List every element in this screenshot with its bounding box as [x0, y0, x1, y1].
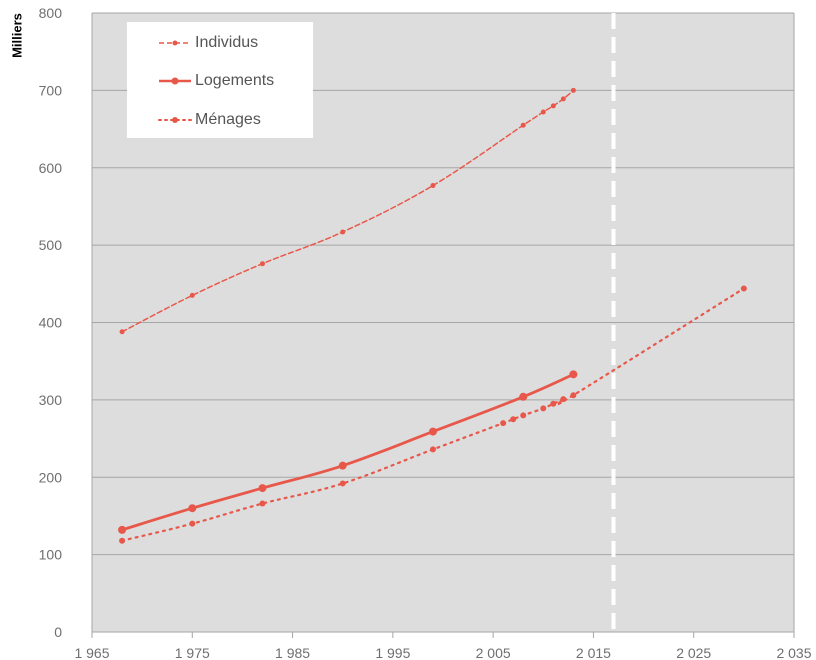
series-line [121, 89, 575, 333]
legend-swatch-individus [159, 40, 191, 46]
data-point [118, 525, 127, 534]
y-tick-label: 500 [39, 237, 63, 253]
x-tick-label: 1 995 [375, 645, 410, 660]
data-point [259, 500, 266, 507]
series-lines [118, 87, 747, 544]
data-point [259, 261, 265, 267]
y-tick-label: 400 [39, 315, 63, 331]
data-point [560, 96, 566, 102]
x-tick-label: 1 985 [275, 645, 310, 660]
legend-label-individus: Individus [195, 34, 259, 51]
data-point [540, 405, 547, 412]
y-tick-label: 700 [39, 82, 63, 98]
data-point [428, 427, 437, 436]
data-point [550, 103, 556, 109]
y-tick-label: 100 [39, 547, 63, 563]
data-point [429, 446, 436, 453]
x-tick-label: 1 975 [175, 645, 210, 660]
data-point [119, 537, 126, 544]
x-tick-label: 1 965 [74, 645, 109, 660]
y-axis-title: Milliers [9, 13, 25, 58]
y-tick-label: 800 [39, 5, 63, 21]
data-point [430, 183, 436, 189]
y-tick-label: 600 [39, 160, 63, 176]
legend-item-menages: Ménages [127, 107, 313, 133]
x-tick-labels: 1 965 1 975 1 985 1 995 2 005 2 015 2 025 2 035 [74, 645, 811, 660]
data-point [520, 412, 527, 419]
legend-label-logements: Logements [195, 72, 275, 89]
data-point [339, 480, 346, 487]
gridlines [92, 12, 794, 556]
data-point [520, 122, 526, 128]
data-point [510, 416, 517, 423]
legend-swatch-logements [159, 77, 191, 85]
data-point [188, 504, 197, 513]
y-tick-label: 200 [39, 469, 63, 485]
axes [91, 13, 795, 638]
data-point [550, 400, 557, 407]
data-point [569, 370, 578, 379]
data-point [340, 229, 346, 235]
x-tick-label: 2 015 [576, 645, 611, 660]
series-2 [119, 285, 747, 544]
series-1 [118, 370, 578, 534]
data-point [500, 420, 507, 427]
data-point [338, 461, 347, 470]
data-point [189, 520, 196, 527]
legend-swatch-menages [158, 117, 192, 123]
legend-item-individus: Individus [127, 30, 313, 56]
data-point [540, 109, 546, 115]
data-point [740, 285, 747, 292]
series-0 [119, 87, 576, 335]
data-point [570, 87, 576, 93]
series-line [120, 287, 745, 542]
legend-label-menages: Ménages [195, 111, 261, 128]
data-point [570, 392, 577, 399]
y-tick-label: 300 [39, 392, 63, 408]
x-tick-label: 2 025 [676, 645, 711, 660]
y-tick-label: 0 [54, 624, 62, 640]
data-point [119, 329, 125, 335]
y-tick-labels: 0 100 200 300 400 500 600 700 800 [39, 5, 63, 640]
data-point [519, 392, 528, 401]
x-tick-label: 2 005 [476, 645, 511, 660]
data-point [258, 484, 267, 493]
legend: Individus Logements Ménages [127, 22, 313, 138]
data-point [189, 292, 195, 298]
legend-item-logements: Logements [127, 68, 313, 94]
x-tick-label: 2 035 [776, 645, 811, 660]
data-point [560, 396, 567, 403]
